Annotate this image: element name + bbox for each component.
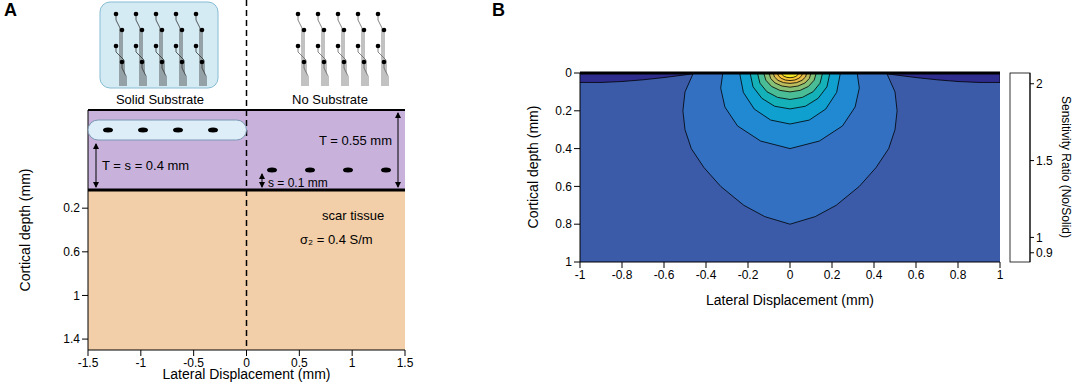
- svg-text:1.4: 1.4: [63, 332, 80, 346]
- svg-text:Cortical depth (mm): Cortical depth (mm): [525, 106, 541, 229]
- svg-text:-1: -1: [575, 268, 586, 282]
- svg-text:-1.5: -1.5: [78, 356, 99, 370]
- svg-text:2: 2: [1036, 77, 1043, 91]
- svg-text:1: 1: [73, 289, 80, 303]
- svg-text:s = 0.1 mm: s = 0.1 mm: [268, 176, 328, 190]
- svg-text:1.5: 1.5: [1036, 154, 1053, 168]
- svg-text:T = 0.55 mm: T = 0.55 mm: [319, 133, 392, 148]
- svg-text:Lateral Displacement (mm): Lateral Displacement (mm): [706, 292, 874, 308]
- svg-text:Solid Substrate: Solid Substrate: [116, 92, 204, 107]
- svg-text:0.6: 0.6: [63, 245, 80, 259]
- svg-text:A: A: [4, 0, 17, 20]
- svg-text:0.4: 0.4: [866, 268, 883, 282]
- svg-text:0.4: 0.4: [555, 142, 572, 156]
- svg-text:-0.4: -0.4: [696, 268, 717, 282]
- svg-text:0.6: 0.6: [908, 268, 925, 282]
- svg-text:0: 0: [565, 66, 572, 80]
- svg-text:0.9: 0.9: [1036, 246, 1053, 260]
- svg-text:1: 1: [349, 356, 356, 370]
- svg-text:0.2: 0.2: [555, 104, 572, 118]
- svg-text:0: 0: [243, 356, 250, 370]
- svg-text:σ₂ = 0.4 S/m: σ₂ = 0.4 S/m: [300, 232, 373, 247]
- svg-text:0.6: 0.6: [555, 180, 572, 194]
- svg-text:-0.5: -0.5: [183, 356, 204, 370]
- svg-text:-0.2: -0.2: [738, 268, 759, 282]
- svg-text:-0.8: -0.8: [612, 268, 633, 282]
- svg-text:0.8: 0.8: [555, 217, 572, 231]
- svg-text:0.2: 0.2: [824, 268, 841, 282]
- svg-text:1: 1: [1036, 231, 1043, 245]
- svg-text:Cortical depth (mm): Cortical depth (mm): [17, 169, 33, 292]
- svg-text:1: 1: [997, 268, 1004, 282]
- svg-text:B: B: [492, 0, 505, 20]
- svg-text:0: 0: [787, 268, 794, 282]
- svg-text:No Substrate: No Substrate: [292, 92, 368, 107]
- svg-text:T = s = 0.4 mm: T = s = 0.4 mm: [102, 158, 189, 173]
- svg-text:-1: -1: [135, 356, 146, 370]
- svg-text:1: 1: [565, 255, 572, 269]
- svg-text:0.8: 0.8: [950, 268, 967, 282]
- svg-text:Lateral Displacement (mm): Lateral Displacement (mm): [162, 366, 330, 382]
- svg-text:scar tissue: scar tissue: [322, 208, 384, 223]
- svg-text:1.5: 1.5: [397, 356, 414, 370]
- svg-text:Sensitivity Ratio (No/Solid): Sensitivity Ratio (No/Solid): [1059, 96, 1073, 238]
- svg-text:-0.6: -0.6: [654, 268, 675, 282]
- svg-text:0.2: 0.2: [63, 201, 80, 215]
- svg-text:0.5: 0.5: [291, 356, 308, 370]
